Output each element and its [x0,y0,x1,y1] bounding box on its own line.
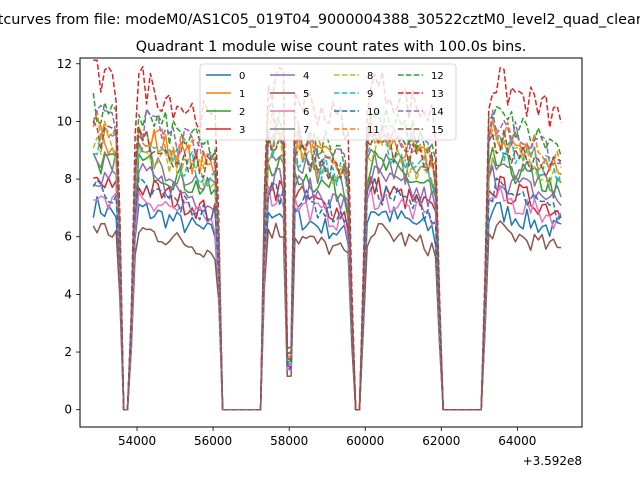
y-tick-label: 4 [64,287,72,301]
x-tick-label: 56000 [194,434,232,448]
series-line-11 [92,110,562,411]
legend-label-12: 12 [431,71,444,82]
legend-label-13: 13 [431,89,444,100]
legend-label-7: 7 [303,125,309,136]
y-tick-label: 12 [57,57,72,71]
legend-label-1: 1 [239,89,245,100]
legend-label-14: 14 [431,107,444,118]
x-tick-label: 54000 [118,434,156,448]
y-tick-label: 8 [64,172,72,186]
legend-label-3: 3 [239,125,245,136]
plot-frame [79,57,583,428]
legend-label-15: 15 [431,125,444,136]
legend-label-5: 5 [303,89,309,100]
legend-label-8: 8 [367,71,373,82]
legend-label-4: 4 [303,71,309,82]
plot-lines [92,59,562,411]
y-tick-label: 6 [64,230,72,244]
x-tick-label: 58000 [270,434,308,448]
legend-label-10: 10 [367,107,380,118]
y-tick-label: 2 [64,345,72,359]
x-tick-label: 64000 [498,434,536,448]
legend-label-9: 9 [367,89,373,100]
x-tick-label: 60000 [346,434,384,448]
x-offset-label: +3.592e8 [523,454,582,468]
series-line-0 [92,195,562,411]
y-tick-label: 0 [64,403,72,417]
chart-suptitle: Lightcurves from file: modeM0/AS1C05_019… [0,12,640,28]
series-line-5 [92,220,562,411]
series-line-14 [92,104,562,411]
legend-box [199,63,457,141]
chart-title: Quadrant 1 module wise count rates with … [136,39,527,55]
y-axis: 0 2 4 6 8 10 12 [57,57,80,417]
legend-label-6: 6 [303,107,309,118]
y-tick-label: 10 [57,114,72,128]
legend-label-11: 11 [367,125,380,136]
x-tick-label: 62000 [422,434,460,448]
legend-label-0: 0 [239,71,245,82]
x-axis: 54000 56000 58000 60000 62000 64000 [118,427,536,448]
series-line-15 [92,120,562,411]
legend-label-2: 2 [239,107,245,118]
